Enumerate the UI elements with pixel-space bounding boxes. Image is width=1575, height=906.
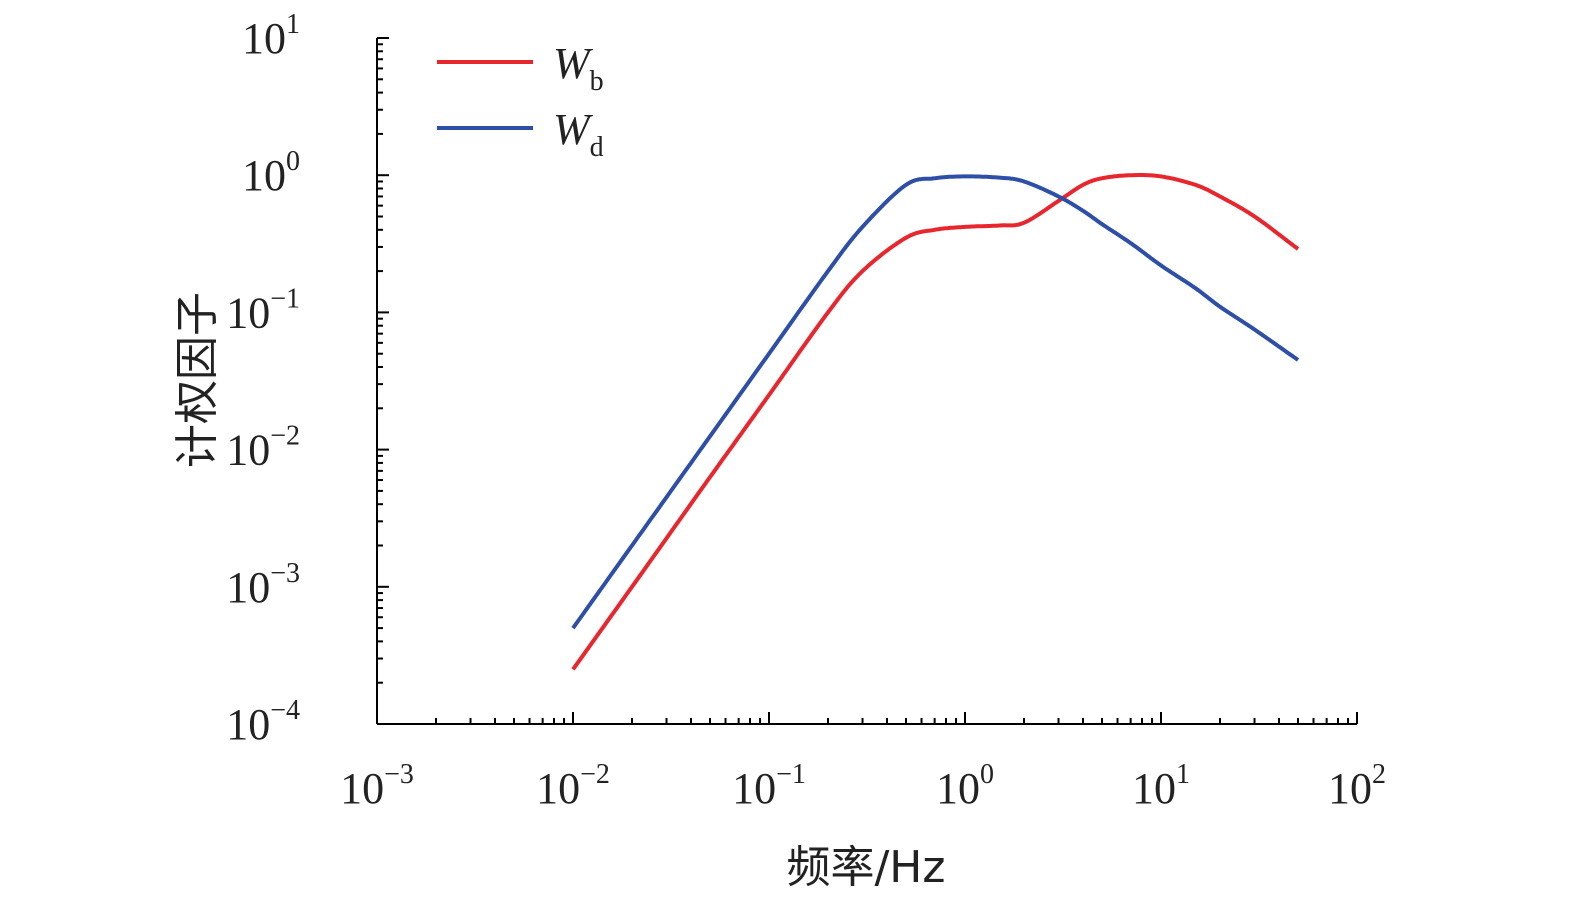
y-tick-label: 101 (242, 9, 300, 63)
series-line-b (571, 173, 1300, 671)
x-tick-label: 10−2 (536, 759, 610, 813)
x-axis-title: 频率/Hz (786, 842, 945, 893)
x-tick-label: 10−1 (732, 759, 806, 813)
y-tick-label: 10−4 (226, 695, 300, 749)
y-tick-label: 10−2 (226, 421, 300, 475)
y-tick-label: 100 (242, 146, 300, 200)
y-tick-label: 10−1 (226, 283, 300, 337)
x-tick-label: 101 (1132, 759, 1190, 813)
x-tick-label: 102 (1328, 759, 1386, 813)
series-group (571, 173, 1300, 671)
y-axis-title: 计权因子 (172, 292, 223, 468)
x-tick-label: 100 (936, 759, 994, 813)
legend: Wb Wd (437, 39, 604, 163)
series-line-d (571, 174, 1300, 630)
y-tick-label: 10−3 (226, 558, 300, 612)
legend-label-d: Wd (553, 105, 604, 163)
legend-label-b: Wb (553, 39, 604, 97)
x-tick-label: 10−3 (340, 759, 414, 813)
axes (376, 38, 1357, 725)
ticks (376, 37, 1358, 725)
tick-labels: 101 100 10−1 10−2 10−3 10−4 10−3 10−2 10−1 100 101… (226, 9, 1386, 813)
